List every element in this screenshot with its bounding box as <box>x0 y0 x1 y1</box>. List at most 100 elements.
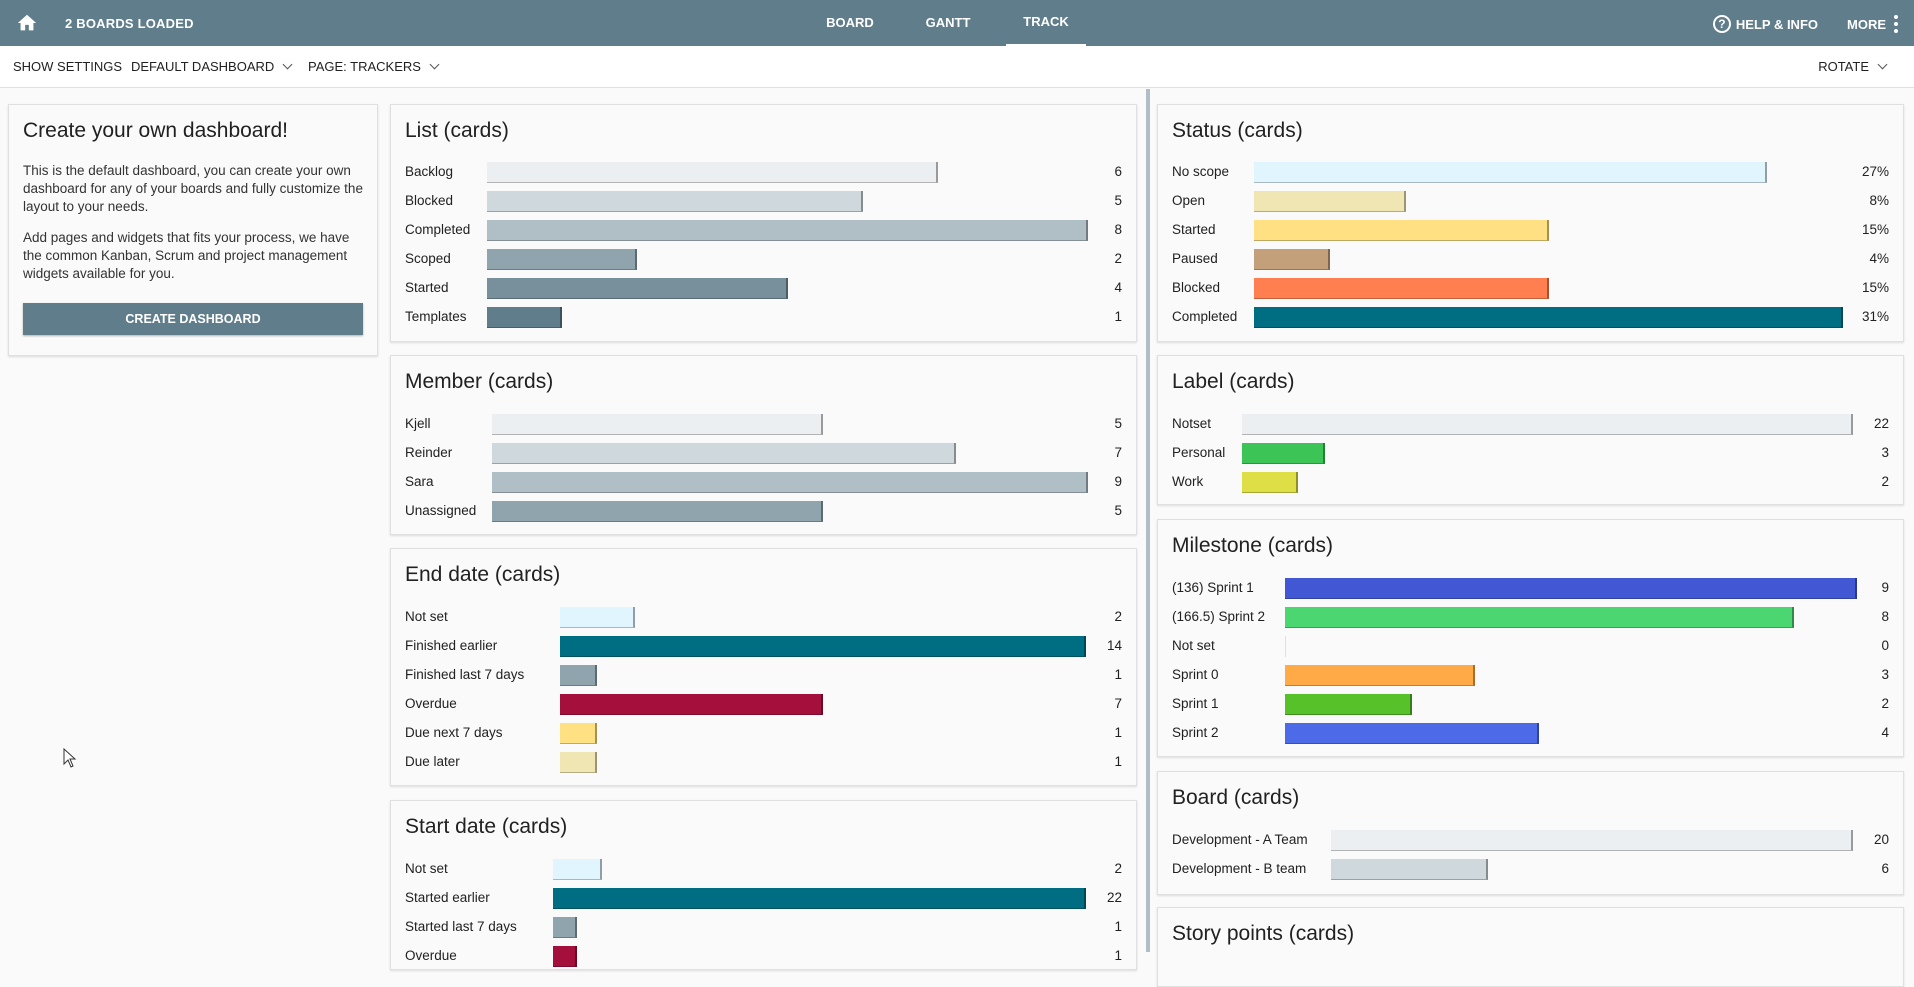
widget-title: Board (cards) <box>1172 786 1300 809</box>
row-bar[interactable] <box>1285 694 1412 715</box>
chart-row[interactable]: Unassigned 5 <box>405 501 1122 522</box>
chart-row[interactable]: Paused 4% <box>1172 249 1889 270</box>
chart-row[interactable]: Blocked 15% <box>1172 278 1889 299</box>
create-dashboard-button[interactable]: CREATE DASHBOARD <box>23 303 363 335</box>
home-icon[interactable] <box>16 12 38 34</box>
chart-row[interactable]: Backlog 6 <box>405 162 1122 183</box>
row-bar[interactable] <box>1254 278 1549 299</box>
chart-row[interactable]: Personal 3 <box>1172 443 1889 464</box>
row-bar[interactable] <box>487 307 563 328</box>
chart-row[interactable]: Reinder 7 <box>405 443 1122 464</box>
chart-row[interactable]: Sara 9 <box>405 472 1122 493</box>
chart-row[interactable]: Scoped 2 <box>405 249 1122 270</box>
chart-row[interactable]: Completed 8 <box>405 220 1122 241</box>
chart-row[interactable]: Not set 0 <box>1172 636 1889 657</box>
column-resize-handle[interactable] <box>1146 89 1150 952</box>
row-bar[interactable] <box>1254 220 1549 241</box>
row-bar[interactable] <box>487 191 863 212</box>
row-bar[interactable] <box>1285 665 1476 686</box>
more-button[interactable]: MORE <box>1847 15 1898 33</box>
chart-row[interactable]: Templates 1 <box>405 307 1122 328</box>
row-label: Backlog <box>405 164 454 179</box>
row-bar[interactable] <box>560 665 598 686</box>
chart-row[interactable]: Started 15% <box>1172 220 1889 241</box>
row-bar[interactable] <box>1331 830 1853 851</box>
row-bar[interactable] <box>553 859 602 880</box>
row-bar[interactable] <box>487 220 1088 241</box>
row-bar[interactable] <box>560 607 636 628</box>
row-label: Finished last 7 days <box>405 667 525 682</box>
chart-row[interactable]: Kjell 5 <box>405 414 1122 435</box>
chart-row[interactable]: (166.5) Sprint 2 8 <box>1172 607 1889 628</box>
chart-row[interactable]: Not set 2 <box>405 859 1122 880</box>
chart-row[interactable]: Started earlier 22 <box>405 888 1122 909</box>
row-bar[interactable] <box>553 917 577 938</box>
nav-tab-track[interactable]: TRACK <box>1006 0 1086 46</box>
rotate-select[interactable]: ROTATE <box>1818 59 1888 74</box>
row-bar[interactable] <box>487 162 938 183</box>
page-select[interactable]: PAGE: TRACKERS <box>308 59 440 74</box>
row-bar[interactable] <box>1285 607 1794 628</box>
row-value: 31% <box>1861 309 1889 324</box>
chart-row[interactable]: Sprint 2 4 <box>1172 723 1889 744</box>
chart-row[interactable]: Blocked 5 <box>405 191 1122 212</box>
dashboard-toolbar: SHOW SETTINGS DEFAULT DASHBOARD PAGE: TR… <box>0 46 1914 88</box>
chart-row[interactable]: Started 4 <box>405 278 1122 299</box>
row-bar[interactable] <box>492 414 824 435</box>
dashboard-select[interactable]: DEFAULT DASHBOARD <box>131 59 293 74</box>
nav-tab-gantt[interactable]: GANTT <box>925 15 971 30</box>
chart-row[interactable]: Overdue 1 <box>405 946 1122 967</box>
chart-row[interactable]: Due next 7 days 1 <box>405 723 1122 744</box>
row-bar[interactable] <box>492 472 1088 493</box>
show-settings-button[interactable]: SHOW SETTINGS <box>13 59 122 74</box>
row-bar[interactable] <box>553 946 577 967</box>
row-label: Overdue <box>405 696 457 711</box>
chart-row[interactable]: Open 8% <box>1172 191 1889 212</box>
row-bar[interactable] <box>1254 307 1843 328</box>
row-value: 2 <box>1114 861 1122 876</box>
help-info-button[interactable]: ? HELP & INFO <box>1712 15 1818 33</box>
row-bar[interactable] <box>560 636 1086 657</box>
chart-row[interactable]: Not set 2 <box>405 607 1122 628</box>
row-value: 4 <box>1114 280 1122 295</box>
chart-row[interactable]: Development - A Team 20 <box>1172 830 1889 851</box>
chart-row[interactable]: Due later 1 <box>405 752 1122 773</box>
row-bar[interactable] <box>560 752 598 773</box>
row-bar[interactable] <box>492 443 956 464</box>
chart-row[interactable]: (136) Sprint 1 9 <box>1172 578 1889 599</box>
row-bar[interactable] <box>560 723 598 744</box>
chart-row[interactable]: Completed 31% <box>1172 307 1889 328</box>
row-bar[interactable] <box>1254 162 1768 183</box>
chart-row[interactable]: Notset 22 <box>1172 414 1889 435</box>
widget-title: List (cards) <box>405 119 509 142</box>
row-bar[interactable] <box>560 694 823 715</box>
row-bar[interactable] <box>1285 636 1286 657</box>
row-bar[interactable] <box>1242 414 1853 435</box>
row-bar[interactable] <box>1242 443 1326 464</box>
row-bar[interactable] <box>1254 191 1406 212</box>
chart-row[interactable]: Development - B team 6 <box>1172 859 1889 880</box>
nav-tab-board[interactable]: BOARD <box>826 15 874 30</box>
row-value: 1 <box>1114 725 1122 740</box>
chart-row[interactable]: Overdue 7 <box>405 694 1122 715</box>
chart-row[interactable]: Work 2 <box>1172 472 1889 493</box>
row-value: 5 <box>1114 503 1122 518</box>
chart-row[interactable]: Sprint 0 3 <box>1172 665 1889 686</box>
chart-row[interactable]: Sprint 1 2 <box>1172 694 1889 715</box>
widget-startdate: Start date (cards) Not set 2 Started earlie… <box>390 800 1137 970</box>
boards-loaded-title[interactable]: 2 BOARDS LOADED <box>65 16 194 31</box>
row-bar[interactable] <box>1242 472 1298 493</box>
chart-row[interactable]: Started last 7 days 1 <box>405 917 1122 938</box>
chart-row[interactable]: Finished last 7 days 1 <box>405 665 1122 686</box>
row-bar[interactable] <box>1285 578 1857 599</box>
row-bar[interactable] <box>1254 249 1330 270</box>
row-bar[interactable] <box>553 888 1086 909</box>
row-bar[interactable] <box>487 249 638 270</box>
row-bar[interactable] <box>1285 723 1539 744</box>
chart-row[interactable]: Finished earlier 14 <box>405 636 1122 657</box>
chart-row[interactable]: No scope 27% <box>1172 162 1889 183</box>
widget-status: Status (cards) No scope 27% Open 8% Started 15… <box>1157 104 1904 342</box>
row-bar[interactable] <box>492 501 824 522</box>
row-bar[interactable] <box>1331 859 1488 880</box>
row-bar[interactable] <box>487 278 788 299</box>
